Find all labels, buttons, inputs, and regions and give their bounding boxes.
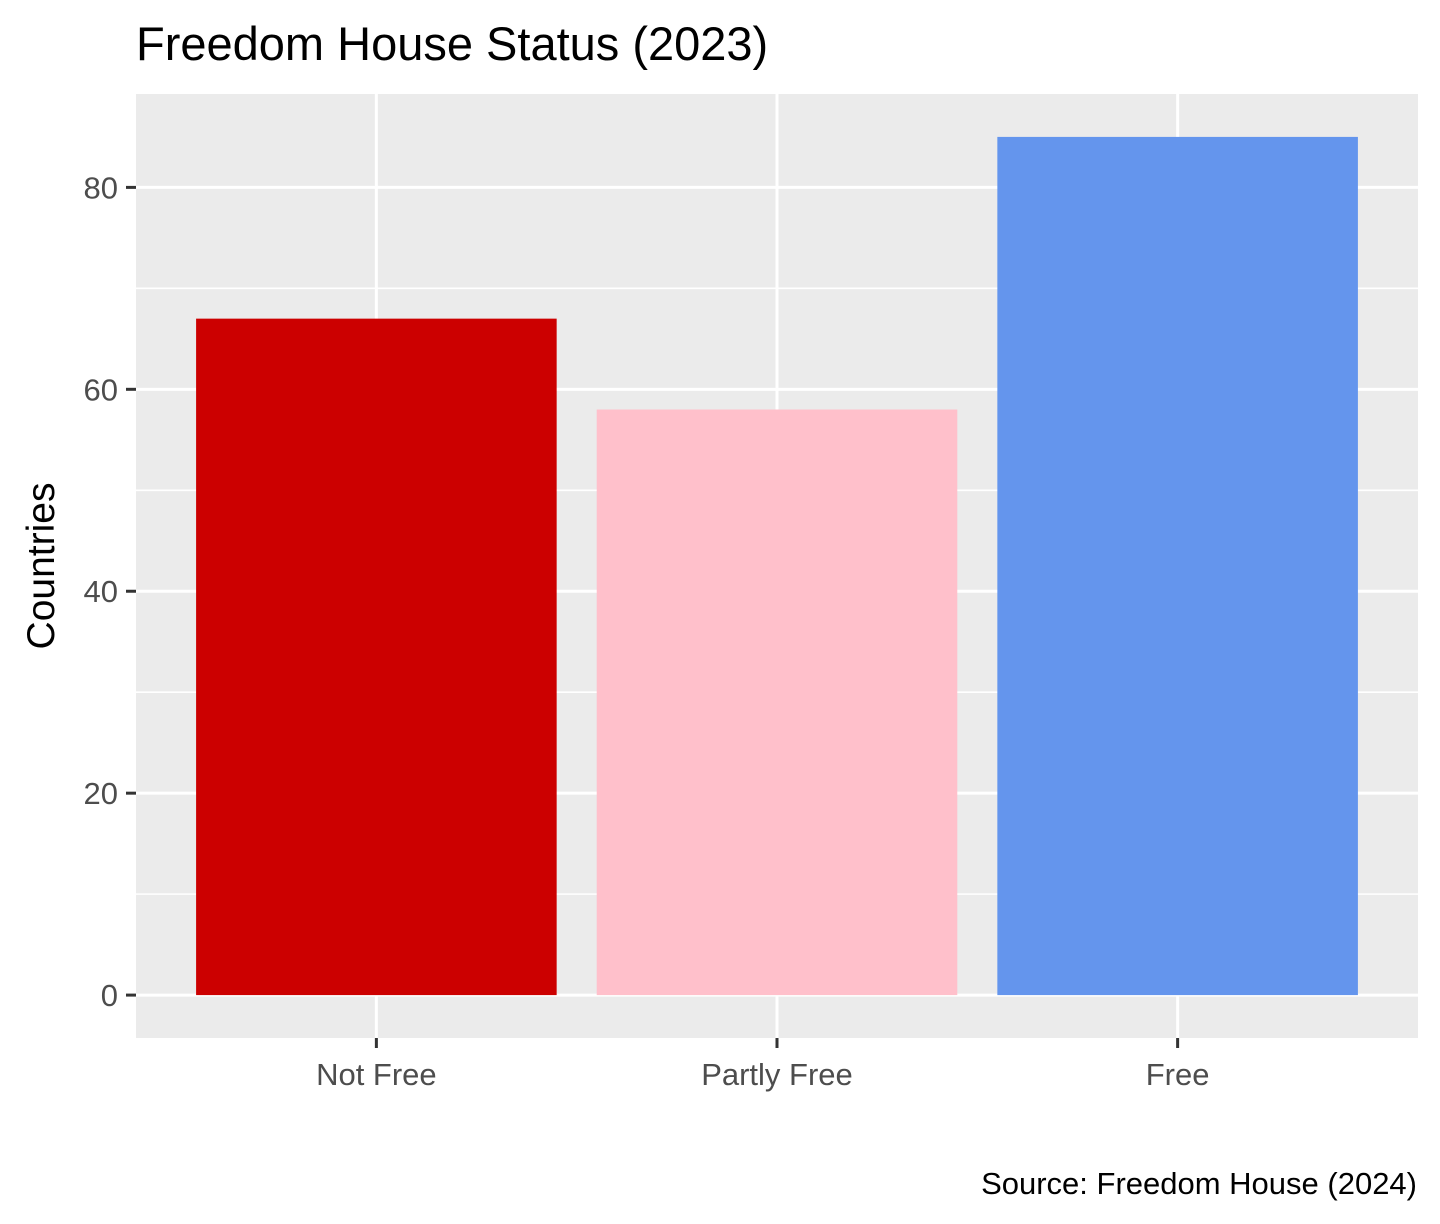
y-tick-label: 40 [84, 574, 118, 609]
x-tick-label: Free [1146, 1057, 1210, 1092]
y-tick-label: 60 [84, 372, 118, 407]
x-tick-label: Partly Free [701, 1057, 853, 1092]
bars [196, 136, 1358, 996]
x-axis: Not Free Partly Free Free [316, 1038, 1210, 1092]
source-caption: Source: Freedom House (2024) [981, 1166, 1417, 1201]
y-axis-title: Countries [20, 483, 63, 650]
x-tick-label: Not Free [316, 1057, 437, 1092]
y-axis: 0 20 40 60 80 [84, 170, 136, 1013]
y-tick-label: 0 [101, 978, 118, 1013]
bar-partly-free [596, 409, 958, 996]
bar-free [997, 136, 1358, 996]
y-tick-label: 20 [84, 776, 118, 811]
chart-title: Freedom House Status (2023) [136, 17, 768, 70]
y-tick-label: 80 [84, 170, 118, 205]
bar-not-free [196, 318, 557, 996]
